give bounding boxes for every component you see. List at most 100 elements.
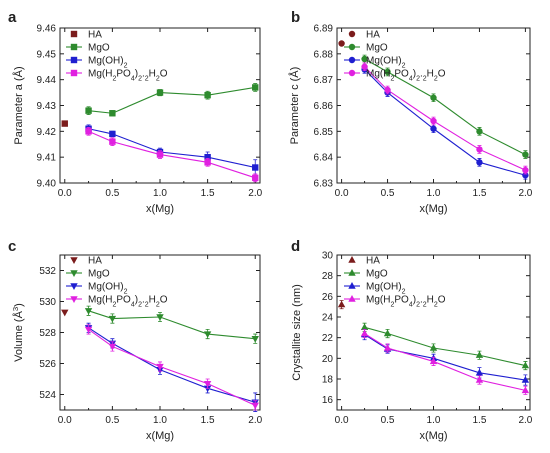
data-point [430, 117, 437, 125]
x-tick-label: 0.5 [381, 188, 395, 199]
data-point [108, 343, 117, 351]
legend-entry: Mg(OH)2 [344, 282, 406, 295]
series-mg-oh-2 [85, 124, 259, 176]
legend-label: HA [88, 256, 102, 267]
data-point [156, 363, 164, 371]
series-mg-h2po4-2-2h2o [361, 62, 529, 175]
legend-entry: MgO [66, 269, 110, 280]
x-tick-label: 0.5 [105, 188, 119, 199]
x-tick-label: 2.0 [248, 415, 262, 426]
x-tick-label: 1.5 [472, 188, 486, 199]
y-tick-label: 22 [322, 333, 334, 344]
legend-label: Mg(H2PO4)2.2H2O [88, 295, 168, 309]
legend-marker [348, 69, 356, 77]
y-tick-label: 9.44 [37, 75, 57, 86]
x-tick-label: 1.5 [472, 415, 486, 426]
data-point [203, 385, 212, 393]
x-axis-label: x(Mg) [146, 430, 174, 442]
chart-panel-a: a 0.0 0.5 1.0 1.5 2.0 9.40 9.41 9.42 9.43 9.44 9.45… [8, 9, 263, 215]
data-point [383, 329, 392, 337]
legend-marker [348, 30, 356, 38]
data-point [384, 86, 391, 94]
x-tick-label: 2.0 [248, 188, 262, 199]
x-tick-label: 1.0 [153, 415, 167, 426]
y-axis-label: Volume (Å3) [11, 303, 26, 362]
series-ha [337, 300, 346, 310]
series-mgo [361, 54, 529, 159]
series-mgo [360, 322, 530, 371]
y-tick-label: 28 [322, 271, 334, 282]
x-axis-label: x(Mg) [419, 203, 447, 215]
data-point [521, 376, 530, 383]
legend-marker [70, 270, 78, 277]
legend-label: Mg(H2PO4)2.2H2O [88, 69, 168, 83]
chart-panel-b: b 0.0 0.5 1.0 1.5 2.0 6.83 6.84 6.85 6.86 6.87 6.88… [288, 9, 533, 215]
x-tick-label: 0.0 [335, 415, 349, 426]
chart-panel-c: c 0.0 0.5 1.0 1.5 2.0 524 526 528 530 532 x(Mg) Volu… [8, 238, 263, 442]
legend-marker [70, 296, 78, 303]
y-tick-label: 6.84 [314, 153, 334, 164]
y-tick-label: 6.85 [314, 127, 334, 138]
series-ha [338, 40, 345, 47]
y-axis-label: Parameter a (Å) [12, 66, 25, 144]
data-point [156, 151, 164, 158]
y-tick-label: 530 [39, 297, 56, 308]
series-line [364, 66, 526, 171]
y-tick-label: 9.46 [37, 24, 57, 35]
series-mgo [84, 305, 259, 344]
panel-letter: d [291, 238, 300, 255]
data-point [429, 357, 438, 365]
data-point [429, 344, 438, 351]
legend-entry: MgO [66, 43, 110, 54]
legend-entry: Mg(OH)2 [66, 56, 128, 69]
data-point [252, 84, 259, 91]
data-point [252, 164, 259, 171]
series-mg-oh-2 [361, 65, 529, 180]
x-tick-label: 0.0 [58, 415, 72, 426]
legend-label: MgO [88, 269, 110, 280]
legend-label: Mg(H2PO4)2.2H2O [366, 295, 446, 309]
legend: HA MgO Mg(OH)2Mg(H2PO4)2.2H2O [344, 256, 446, 309]
data-point [156, 89, 164, 96]
legend-entry: MgO [344, 269, 388, 280]
legend-marker [70, 283, 78, 290]
data-point [522, 151, 529, 158]
data-point [361, 55, 368, 63]
x-tick-label: 0.0 [58, 188, 72, 199]
x-tick-label: 2.0 [518, 188, 532, 199]
data-point [475, 368, 484, 376]
data-point [203, 331, 212, 339]
legend: HA MgO Mg(OH)2Mg(H2PO4)2.2H2O [66, 256, 168, 309]
y-tick-label: 9.40 [37, 179, 57, 190]
legend-marker [348, 256, 356, 263]
y-tick-label: 20 [322, 354, 334, 365]
y-tick-label: 532 [39, 266, 56, 277]
data-point [84, 326, 93, 334]
legend-label: Mg(H2PO4)2.2H2O [366, 69, 446, 83]
y-axis-label: Crystallite size (nm) [291, 284, 303, 381]
data-point [109, 138, 116, 145]
x-tick-label: 2.0 [518, 415, 532, 426]
legend-entry: Mg(H2PO4)2.2H2O [66, 69, 168, 83]
data-point [108, 315, 117, 323]
x-tick-label: 1.5 [201, 415, 215, 426]
series-mg-h2po4-2-2h2o [84, 324, 259, 411]
legend-label: HA [88, 30, 102, 41]
y-tick-label: 18 [322, 375, 334, 386]
legend: HA MgO Mg(OH)2Mg(H2PO4)2.2H2O [66, 30, 168, 83]
data-point [204, 159, 211, 166]
data-point [360, 329, 369, 337]
data-point [85, 107, 92, 114]
legend-marker [348, 282, 356, 289]
data-point [61, 309, 69, 317]
data-point [476, 159, 483, 166]
legend-label: MgO [366, 43, 388, 54]
legend-label: HA [366, 30, 380, 41]
legend-entry: Mg(OH)2 [344, 56, 406, 69]
legend-marker [348, 43, 356, 51]
y-tick-label: 524 [39, 390, 56, 401]
y-tick-label: 24 [322, 313, 334, 324]
data-point [203, 380, 212, 388]
series-line [88, 310, 256, 340]
x-tick-label: 1.0 [427, 188, 441, 199]
